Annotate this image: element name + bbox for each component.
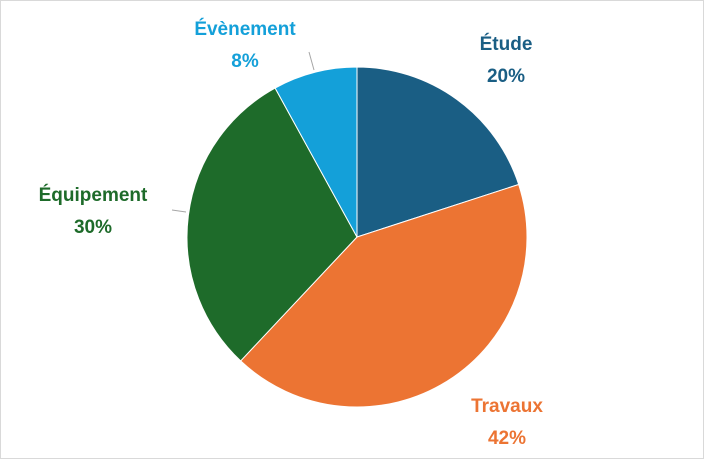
pie-slice <box>186 87 358 362</box>
slice-value: 8% <box>231 51 259 72</box>
slice-label: Étude <box>480 33 533 55</box>
slice-value: 42% <box>488 428 526 449</box>
slice-label: Travaux <box>471 396 543 417</box>
slice-label: Évènement <box>194 18 296 40</box>
slice-value: 20% <box>487 66 525 87</box>
pie-slice <box>239 183 528 408</box>
leader-line <box>171 209 187 213</box>
slice-label: Équipement <box>39 184 148 206</box>
slice-value: 30% <box>74 217 112 238</box>
pie-slice <box>274 66 358 238</box>
pie-slice <box>356 66 520 238</box>
leader-line <box>308 51 315 71</box>
